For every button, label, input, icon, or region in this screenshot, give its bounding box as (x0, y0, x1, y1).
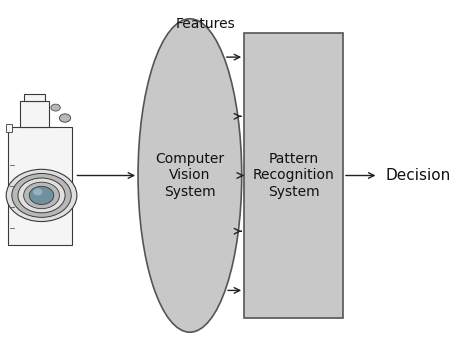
FancyBboxPatch shape (9, 127, 72, 245)
FancyBboxPatch shape (244, 33, 343, 318)
Circle shape (6, 169, 77, 221)
Text: Pattern
Recognition
System: Pattern Recognition System (253, 152, 335, 199)
Polygon shape (20, 101, 48, 127)
Polygon shape (24, 94, 45, 101)
Text: Computer
Vision
System: Computer Vision System (155, 152, 225, 199)
Text: Features: Features (176, 17, 236, 31)
Circle shape (12, 173, 71, 217)
Text: Decision: Decision (385, 168, 451, 183)
Circle shape (59, 114, 71, 122)
Circle shape (33, 188, 43, 196)
Circle shape (18, 178, 65, 213)
Circle shape (29, 186, 54, 205)
Circle shape (24, 182, 59, 208)
FancyBboxPatch shape (6, 124, 12, 132)
Ellipse shape (138, 19, 242, 332)
Circle shape (51, 104, 60, 111)
